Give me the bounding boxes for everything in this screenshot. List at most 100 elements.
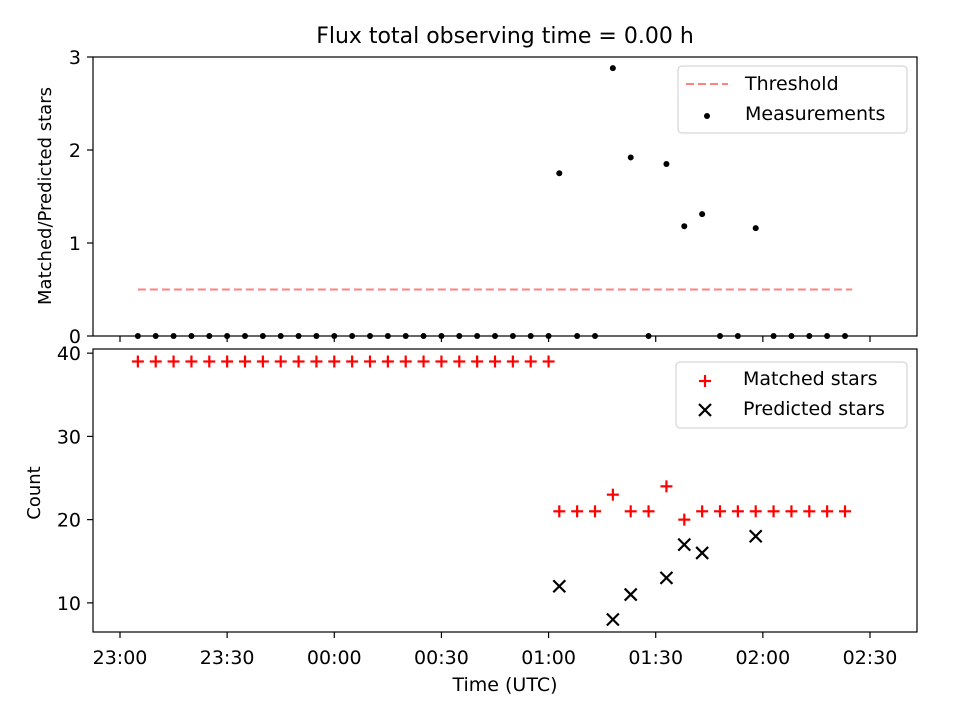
- bottom-y-tick-label: 20: [57, 510, 81, 532]
- measurement-point: [609, 65, 616, 72]
- x-tick-label: 23:30: [200, 647, 255, 669]
- legend-predicted-label: Predicted stars: [743, 398, 885, 420]
- matched-star-marker: [660, 480, 673, 493]
- matched-star-marker: [489, 355, 501, 368]
- predicted-star-marker: [552, 579, 567, 593]
- marker-stroke: [695, 546, 709, 560]
- top-x-ticks: [119, 336, 871, 342]
- predicted-star-marker: [677, 537, 692, 552]
- legend-threshold-label: Threshold: [744, 73, 839, 95]
- marker-stroke: [659, 571, 674, 585]
- matched-star-marker: [506, 355, 519, 368]
- matched-star-marker: [714, 505, 726, 518]
- matched-star-marker: [310, 355, 323, 368]
- x-tick-label: 00:00: [307, 647, 362, 669]
- matched-star-marker: [149, 355, 162, 368]
- top-y-tick-label: 0: [69, 326, 81, 348]
- matched-star-marker: [399, 355, 412, 368]
- matched-star-marker: [571, 505, 584, 518]
- matched-star-marker: [239, 355, 251, 368]
- top-panel: 0 1 2 3 Matched/Predicted stars Threshold M…: [35, 47, 918, 348]
- matched-star-marker: [274, 355, 287, 368]
- matched-star-marker: [767, 505, 780, 518]
- bottom-axes-frame: [92, 348, 918, 633]
- predicted-star-marker: [748, 529, 763, 544]
- top-legend-box: [677, 65, 908, 134]
- measurement-point: [556, 170, 563, 177]
- bottom-predicted-layer: [552, 529, 763, 627]
- x-tick-label: 02:30: [843, 647, 898, 669]
- matched-star-marker: [256, 355, 269, 368]
- x-axis-label: Time (UTC): [451, 674, 557, 696]
- matched-star-marker: [167, 355, 180, 368]
- bottom-panel: 10 20 30 40 23:00 23:30 00:00 00:30 01:00 01:30 0…: [24, 343, 918, 696]
- matched-star-marker: [731, 505, 744, 518]
- top-y-axis-label: Matched/Predicted stars: [35, 87, 56, 305]
- matched-star-marker: [696, 505, 709, 518]
- bottom-legend: Matched stars Predicted stars: [675, 361, 908, 429]
- matched-star-marker: [839, 505, 851, 518]
- predicted-star-marker: [659, 571, 674, 585]
- matched-star-marker: [131, 355, 144, 368]
- matched-star-marker: [471, 355, 484, 368]
- matched-star-marker: [749, 505, 762, 518]
- matched-star-marker: [417, 355, 430, 368]
- top-y-tick-label: 1: [69, 233, 81, 255]
- matched-star-marker: [678, 513, 691, 526]
- chart-title: Flux total observing time = 0.00 h: [316, 24, 694, 49]
- matched-star-marker: [642, 505, 655, 518]
- measurement-point: [699, 211, 706, 218]
- matched-star-marker: [328, 355, 341, 368]
- legend-measurements-label: Measurements: [745, 103, 885, 125]
- marker-stroke: [606, 612, 620, 627]
- legend-matched-swatch: [699, 375, 711, 387]
- bottom-y-tick-label: 40: [57, 343, 81, 365]
- measurement-point: [627, 154, 634, 161]
- matched-star-marker: [803, 505, 816, 518]
- legend-matched-label: Matched stars: [743, 368, 877, 390]
- top-axes-frame: [92, 56, 918, 337]
- bottom-x-ticks: 23:00 23:30 00:00 00:30 01:00 01:30 02:00 02:30: [93, 632, 898, 669]
- x-tick-label: 01:30: [628, 647, 683, 669]
- marker-stroke: [623, 587, 638, 602]
- matched-star-marker: [624, 505, 637, 518]
- bottom-y-tick-label: 30: [57, 426, 81, 448]
- matched-star-marker: [589, 505, 601, 518]
- bottom-legend-box: [675, 361, 908, 429]
- x-tick-label: 23:00: [93, 647, 148, 669]
- matched-star-marker: [364, 355, 376, 368]
- top-legend: Threshold Measurements: [677, 65, 908, 134]
- matched-star-marker: [203, 355, 216, 368]
- bottom-y-ticks: 10 20 30 40: [57, 343, 93, 615]
- marker-stroke: [677, 537, 692, 552]
- matched-star-marker: [221, 355, 234, 368]
- x-tick-label: 01:00: [521, 647, 576, 669]
- legend-measurements-swatch: [704, 113, 710, 119]
- predicted-star-marker: [695, 546, 709, 560]
- matched-star-marker: [821, 505, 834, 518]
- matched-star-marker: [185, 355, 198, 368]
- matched-star-marker: [606, 488, 619, 501]
- top-y-tick-label: 2: [69, 140, 81, 162]
- marker-stroke: [748, 529, 763, 544]
- x-tick-label: 00:30: [414, 647, 469, 669]
- bottom-matched-layer: [131, 355, 851, 526]
- matched-star-marker: [785, 505, 798, 518]
- matched-star-marker: [346, 355, 359, 368]
- predicted-star-marker: [623, 587, 638, 602]
- matched-star-marker: [453, 355, 466, 368]
- top-y-tick-label: 3: [69, 47, 81, 69]
- matched-star-marker: [292, 355, 305, 368]
- bottom-y-axis-label: Count: [24, 466, 45, 519]
- matched-star-marker: [381, 355, 394, 368]
- predicted-star-marker: [606, 612, 620, 627]
- matched-star-marker: [524, 355, 537, 368]
- marker-stroke: [552, 579, 567, 593]
- x-tick-label: 02:00: [735, 647, 790, 669]
- matched-star-marker: [435, 355, 448, 368]
- measurement-point: [752, 225, 759, 232]
- bottom-y-tick-label: 10: [57, 593, 81, 615]
- measurement-point: [663, 160, 670, 167]
- top-y-ticks: 0 1 2 3: [69, 47, 93, 348]
